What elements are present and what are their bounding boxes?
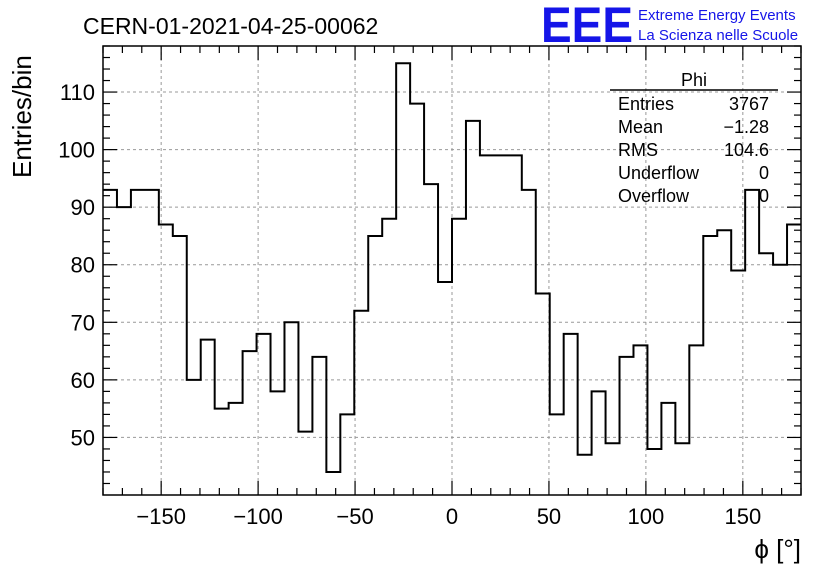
x-tick-label: −150	[136, 504, 186, 529]
y-axis-label: Entries/bin	[7, 55, 37, 178]
stats-row-value: 3767	[729, 94, 769, 114]
y-tick-labels: 50 60 70 80 90 100 110	[58, 80, 95, 450]
axis-ticks	[102, 45, 802, 495]
y-tick-label: 50	[71, 425, 95, 450]
x-tick-labels: −150 −100 −50 0 50 100 150	[136, 504, 761, 529]
y-tick-label: 100	[58, 138, 95, 163]
stats-row-label: Mean	[618, 117, 663, 137]
logo-line-1: Extreme Energy Events	[638, 7, 796, 24]
x-tick-label: 150	[724, 504, 761, 529]
y-tick-label: 90	[71, 195, 95, 220]
eee-logo-mark: EEE	[541, 0, 633, 53]
stats-row-label: Overflow	[618, 186, 690, 206]
stats-box: Phi Entries 3767 Mean −1.28 RMS 104.6 Underflo…	[610, 70, 778, 206]
y-tick-label: 80	[71, 253, 95, 278]
y-tick-label: 110	[60, 80, 95, 105]
stats-row-value: 0	[759, 186, 769, 206]
x-tick-label: 50	[537, 504, 561, 529]
histogram-outline	[103, 62, 801, 473]
stats-name: Phi	[681, 70, 707, 90]
stats-row-value: −1.28	[723, 117, 769, 137]
x-tick-label: 100	[628, 504, 665, 529]
stats-row-value: 0	[759, 163, 769, 183]
x-tick-label: −100	[233, 504, 283, 529]
y-tick-label: 60	[71, 368, 95, 393]
x-tick-label: 0	[446, 504, 458, 529]
logo-line-2: La Scienza nelle Scuole	[638, 27, 798, 44]
chart-title: CERN-01-2021-04-25-00062	[83, 13, 378, 39]
x-axis-label: ϕ [°]	[754, 534, 801, 564]
stats-rows: Entries 3767 Mean −1.28 RMS 104.6 Underflow 0 Ov…	[618, 94, 769, 206]
stats-row-value: 104.6	[724, 140, 769, 160]
y-tick-label: 70	[71, 310, 95, 335]
stats-row-label: RMS	[618, 140, 658, 160]
grid-lines	[103, 46, 801, 495]
x-tick-label: −50	[336, 504, 373, 529]
stats-row-label: Entries	[618, 94, 674, 114]
stats-row-label: Underflow	[618, 163, 700, 183]
